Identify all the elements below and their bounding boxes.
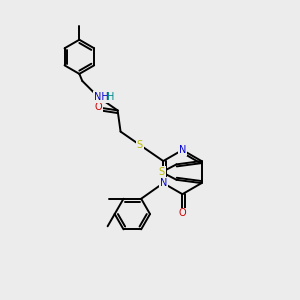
Text: S: S [136, 140, 143, 150]
Text: S: S [159, 167, 165, 177]
Text: N: N [179, 145, 186, 155]
Text: NH: NH [94, 92, 109, 102]
Text: O: O [178, 208, 186, 218]
Text: N: N [160, 178, 167, 188]
Text: O: O [95, 103, 102, 112]
Text: H: H [107, 92, 115, 102]
